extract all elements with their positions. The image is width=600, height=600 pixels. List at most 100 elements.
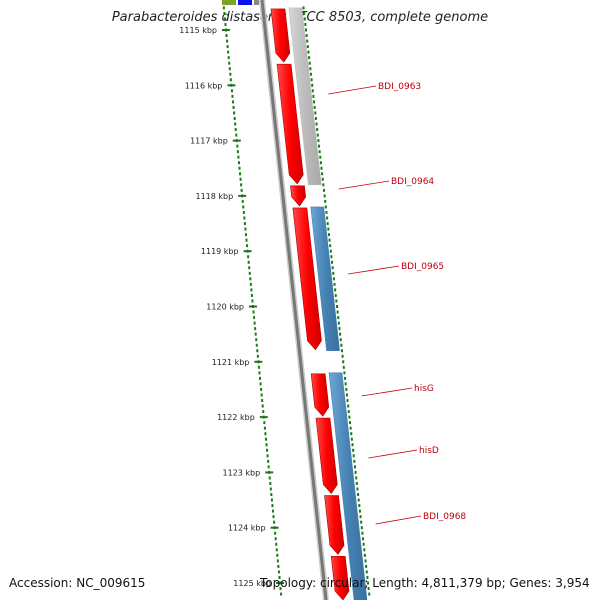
outer-ring-dot	[319, 155, 322, 159]
gene-label[interactable]: hisG	[414, 384, 434, 394]
ruler-dot	[228, 61, 231, 65]
ruler-dot	[233, 111, 236, 115]
outer-ring-dot	[365, 564, 368, 568]
ruler-dot	[224, 22, 227, 26]
outer-ring-dot	[350, 432, 353, 436]
outer-ring-dot	[352, 448, 355, 452]
ruler-dot	[231, 94, 234, 98]
ruler-dot	[236, 144, 239, 148]
outer-ring-dot	[362, 542, 365, 546]
outer-ring-dot	[364, 559, 367, 563]
outer-ring-dot	[366, 575, 369, 579]
ruler-dot	[269, 481, 272, 485]
ruler-dot	[244, 227, 247, 231]
cds-arrow[interactable]	[290, 185, 306, 207]
outer-ring-dot	[314, 116, 317, 120]
outer-ring-dot	[307, 50, 310, 54]
ruler-dot	[263, 421, 266, 425]
outer-ring-dot	[348, 415, 351, 419]
outer-ring-dot	[325, 210, 328, 214]
outer-ring-dot	[363, 548, 366, 552]
ruler-dot	[262, 410, 265, 414]
ruler-dot	[253, 316, 256, 320]
ruler-dot	[227, 56, 230, 60]
gene-label[interactable]: BDI_0968	[423, 512, 466, 522]
gene-label[interactable]: hisD	[419, 446, 439, 456]
cds-arrow[interactable]	[270, 8, 291, 63]
outer-ring-dot	[355, 481, 358, 485]
outer-ring-dot	[315, 122, 318, 126]
ruler-dot	[252, 310, 255, 314]
outer-ring-dot	[321, 177, 324, 181]
outer-ring-dot	[359, 515, 362, 519]
ruler-dot	[260, 393, 263, 397]
outer-ring-dot	[338, 327, 341, 331]
ruler-dot	[241, 199, 244, 203]
ruler-dot	[250, 288, 253, 292]
ruler-dot	[253, 321, 256, 325]
ruler-tick-label: 1119 kbp	[201, 247, 239, 256]
ruler-tick-label: 1116 kbp	[185, 81, 223, 90]
ruler-dot	[264, 437, 267, 441]
ruler-dot	[254, 332, 257, 336]
ruler-dot	[246, 244, 249, 248]
outer-ring-dot	[352, 454, 355, 458]
ruler-dot	[254, 327, 257, 331]
ruler-dot	[279, 587, 282, 591]
ruler-dot	[263, 426, 266, 430]
outer-ring-dot	[358, 509, 361, 513]
ruler-tick-label: 1122 kbp	[217, 413, 255, 422]
ruler-dot	[235, 133, 238, 137]
outer-ring-dot	[314, 111, 317, 115]
ruler-dot	[266, 454, 269, 458]
cds-arrow[interactable]	[292, 207, 322, 351]
cds-arrow[interactable]	[310, 373, 330, 417]
ruler-dot	[259, 376, 262, 380]
ruler-dot	[267, 465, 270, 469]
ruler-dot	[269, 487, 272, 491]
outer-ring-dot	[305, 28, 307, 32]
ruler-dot	[238, 166, 241, 170]
ruler-dot	[268, 476, 271, 480]
outer-ring-dot	[347, 410, 350, 414]
outer-ring-dot	[332, 271, 335, 275]
ruler-dot	[234, 128, 237, 132]
topology-summary: Topology: circular; Length: 4,811,379 bp…	[260, 576, 590, 590]
outer-ring-dot	[331, 260, 334, 264]
outer-ring-dot	[310, 78, 313, 82]
outer-ring-dot	[331, 266, 334, 270]
ruler-dot	[229, 78, 232, 82]
ruler-dot	[261, 399, 264, 403]
outer-ring-dot	[353, 459, 356, 463]
outer-ring-dot	[309, 72, 312, 76]
ruler-dot	[265, 443, 268, 447]
outer-ring-dot	[316, 128, 319, 132]
outer-ring-dot	[303, 11, 306, 15]
ruler-dot	[267, 459, 270, 463]
ruler-dot	[249, 282, 252, 286]
cds-arrow[interactable]	[330, 556, 350, 600]
gene-label[interactable]: BDI_0963	[378, 82, 421, 92]
ruler-tick-label: 1120 kbp	[206, 303, 244, 312]
ruler-dot	[275, 548, 278, 552]
ruler-dot	[270, 498, 273, 502]
outer-ring-dot	[363, 553, 366, 557]
outer-ring-dot	[308, 61, 311, 65]
outer-ring-dot	[313, 100, 316, 104]
label-leader-line	[348, 265, 400, 275]
outer-ring-dot	[306, 39, 309, 43]
cds-arrow[interactable]	[315, 417, 338, 495]
cds-arrow[interactable]	[324, 495, 345, 555]
cds-arrow[interactable]	[276, 63, 304, 185]
ruler-tick-label: 1115 kbp	[179, 26, 217, 35]
ruler-dot	[229, 72, 232, 76]
grey-feature-bar	[288, 7, 322, 186]
ruler-dot	[272, 515, 275, 519]
gene-label[interactable]: BDI_0964	[391, 177, 434, 187]
outer-ring-dot	[322, 183, 325, 187]
outer-ring-dot	[305, 34, 308, 38]
outer-ring-dot	[327, 233, 330, 237]
gene-label[interactable]: BDI_0965	[401, 262, 444, 272]
outer-ring-dot	[337, 316, 340, 320]
outer-ring-dot	[332, 277, 335, 281]
